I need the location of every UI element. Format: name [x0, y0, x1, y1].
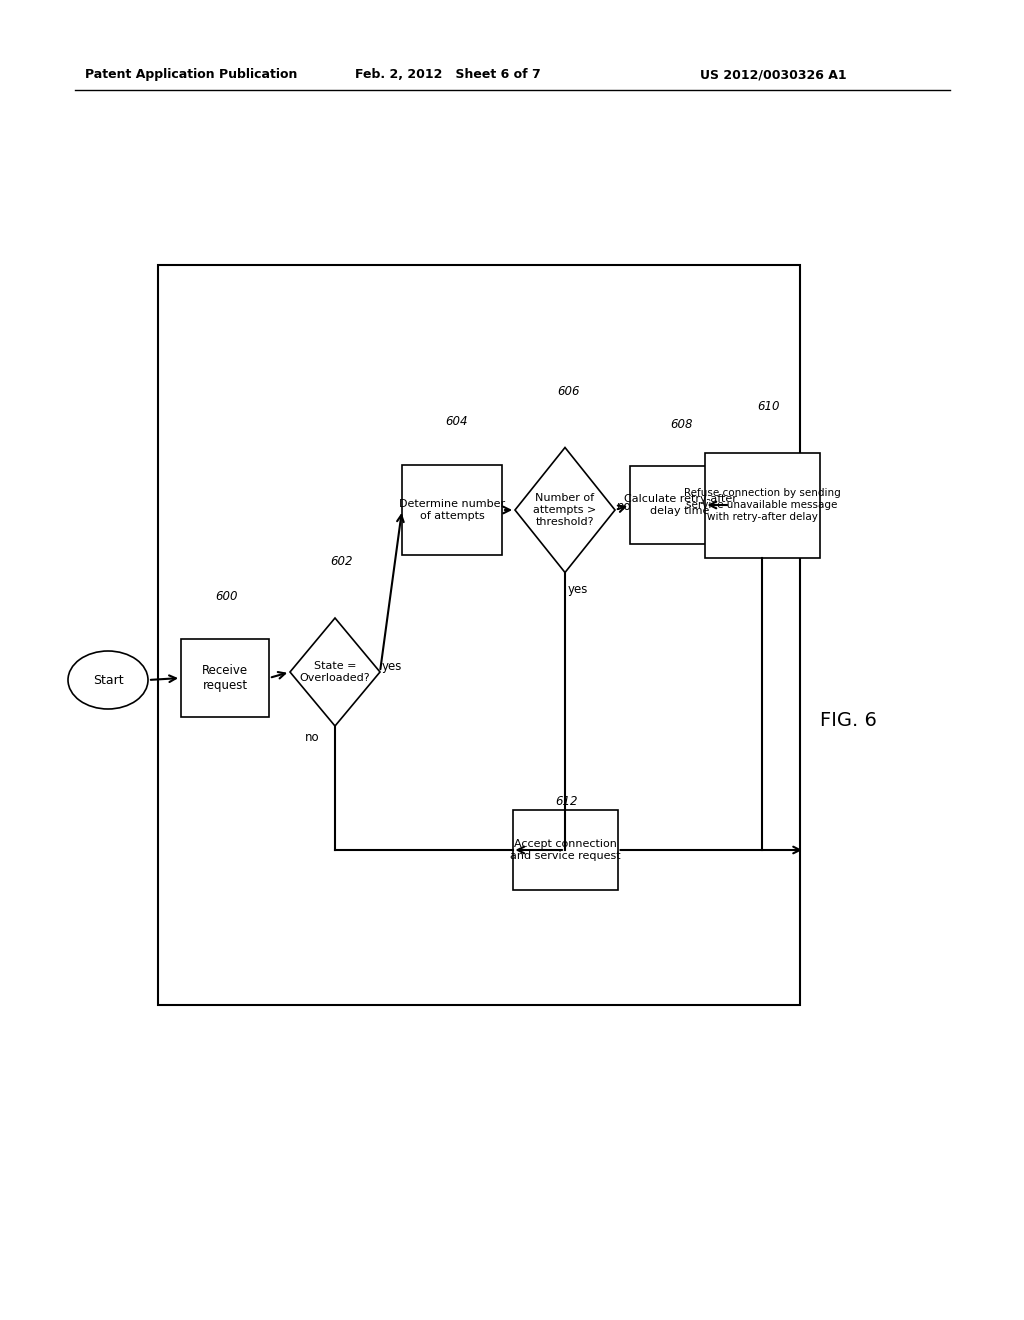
Text: 608: 608	[670, 418, 692, 432]
Text: 604: 604	[445, 414, 468, 428]
Bar	[705, 453, 819, 557]
Text: 600: 600	[215, 590, 238, 603]
Polygon shape	[290, 618, 380, 726]
Text: Start: Start	[93, 673, 123, 686]
Text: Number of
attempts >
threshold?: Number of attempts > threshold?	[534, 494, 597, 527]
Bar	[402, 465, 502, 554]
Text: State =
Overloaded?: State = Overloaded?	[300, 661, 371, 682]
Text: 606: 606	[557, 385, 580, 399]
Text: Receive
request: Receive request	[202, 664, 248, 692]
Text: 612: 612	[555, 795, 578, 808]
Text: yes: yes	[568, 582, 589, 595]
Text: Patent Application Publication: Patent Application Publication	[85, 69, 297, 81]
Bar	[181, 639, 269, 717]
Text: Refuse connection by sending
service unavailable message
with retry-after delay: Refuse connection by sending service una…	[684, 488, 841, 521]
Ellipse shape	[68, 651, 148, 709]
Bar	[630, 466, 730, 544]
Bar	[158, 265, 800, 1005]
Text: Accept connection
and service request: Accept connection and service request	[510, 840, 621, 861]
Text: 602: 602	[330, 554, 352, 568]
Text: Calculate retry-after
delay time: Calculate retry-after delay time	[624, 494, 736, 516]
Text: US 2012/0030326 A1: US 2012/0030326 A1	[700, 69, 847, 81]
Text: Determine number
of attempts: Determine number of attempts	[399, 499, 505, 521]
Text: yes: yes	[382, 660, 402, 673]
Text: Feb. 2, 2012   Sheet 6 of 7: Feb. 2, 2012 Sheet 6 of 7	[355, 69, 541, 81]
Text: FIG. 6: FIG. 6	[820, 710, 877, 730]
Polygon shape	[515, 447, 615, 573]
Text: no: no	[305, 731, 319, 744]
Text: no: no	[617, 500, 632, 513]
Bar	[512, 810, 617, 890]
Text: 610: 610	[757, 400, 779, 413]
